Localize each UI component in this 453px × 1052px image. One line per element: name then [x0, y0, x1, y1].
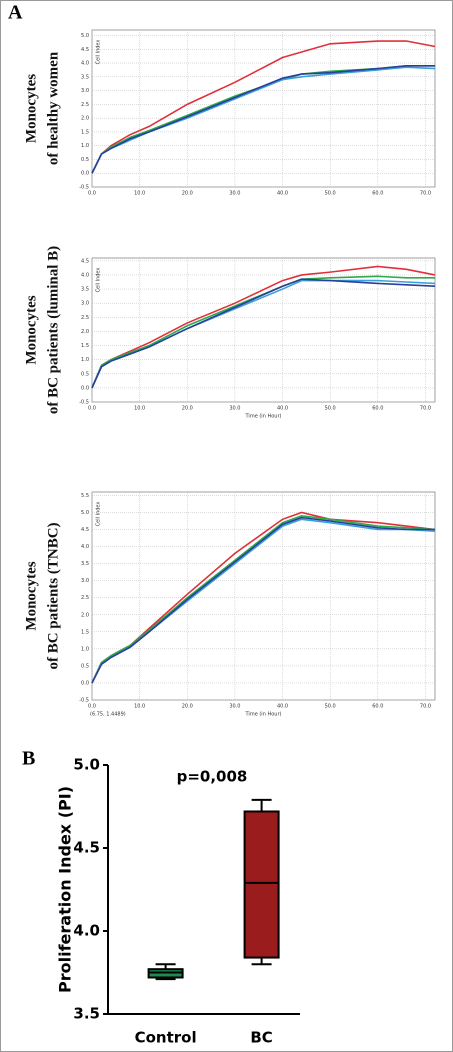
y-tick-label: 0.0 [81, 680, 89, 686]
y-tick-label: 4.5 [81, 47, 89, 53]
y-tick-label: 2.0 [81, 116, 89, 122]
x-tick-label: 0.0 [88, 406, 96, 412]
x-tick-label: 10.0 [134, 191, 145, 197]
y-tick-label: -0.5 [79, 400, 89, 406]
y-tick-label: 3.5 [81, 74, 89, 80]
y-tick-label: 5.0 [73, 756, 100, 774]
y-tick-label: 3.5 [81, 561, 89, 567]
y-tick-label: 2.0 [81, 329, 89, 335]
y-tick-label: 4.0 [73, 922, 100, 940]
x-tick-label: 20.0 [182, 191, 193, 197]
panel-label: A [8, 2, 23, 24]
x-axis-label: Time (in Hour) [245, 414, 282, 420]
y-axis-label: Cell Index [96, 502, 102, 527]
y-tick-label: 4.0 [81, 61, 89, 67]
x-tick-label: 60.0 [372, 406, 383, 412]
y-tick-label: 2.0 [81, 612, 89, 618]
x-tick-label: 70.0 [420, 191, 431, 197]
y-tick-label: 0.5 [81, 663, 89, 669]
x-tick-label: 70.0 [420, 406, 431, 412]
side-label: Monocytes [23, 74, 39, 143]
y-tick-label: 2.5 [81, 595, 89, 601]
x-tick-label: Control [135, 1029, 197, 1047]
x-tick-label: 0.0 [88, 704, 96, 710]
y-tick-label: 3.5 [81, 287, 89, 293]
x-tick-label: 20.0 [182, 406, 193, 412]
plot-area [91, 257, 436, 403]
y-tick-label: 3.5 [73, 1005, 100, 1023]
y-tick-label: 1.5 [81, 129, 89, 135]
x-tick-label: 10.0 [134, 406, 145, 412]
side-label: of BC patients (TNBC) [45, 522, 61, 669]
side-label: of BC patients (luminal B) [45, 246, 61, 414]
y-tick-label: 0.0 [81, 171, 89, 177]
x-tick-label: 60.0 [372, 704, 383, 710]
y-tick-label: 0.0 [81, 385, 89, 391]
series-line [91, 515, 436, 684]
x-tick-label: 50.0 [325, 191, 336, 197]
box [243, 810, 280, 959]
x-tick-label: 50.0 [325, 406, 336, 412]
plot-area [91, 29, 436, 188]
series-line [91, 278, 436, 389]
y-tick-label: 0.5 [81, 371, 89, 377]
series-line [91, 275, 435, 389]
x-tick-label: 40.0 [277, 406, 288, 412]
y-axis-label: Cell Index [96, 40, 102, 65]
y-tick-label: 4.0 [81, 544, 89, 550]
y-tick-label: 5.5 [81, 493, 89, 499]
y-tick-label: 4.5 [81, 258, 89, 264]
y-tick-label: 4.5 [81, 527, 89, 533]
x-tick-label: 40.0 [277, 191, 288, 197]
y-tick-label: 1.0 [81, 357, 89, 363]
y-tick-label: 1.0 [81, 143, 89, 149]
series-line [91, 516, 435, 684]
x-tick-label: 10.0 [134, 704, 145, 710]
y-tick-label: 3.0 [81, 578, 89, 584]
x-tick-label: 70.0 [420, 704, 431, 710]
y-axis-label: Cell Index [96, 268, 102, 293]
y-tick-label: 1.0 [81, 646, 89, 652]
annotation: (6.75, 1.4489) [90, 712, 126, 718]
y-tick-label: 2.5 [81, 315, 89, 321]
y-tick-label: -0.5 [79, 185, 89, 191]
annotation: p=0,008 [177, 768, 248, 786]
y-tick-label: 2.5 [81, 102, 89, 108]
side-label: Monocytes [23, 295, 39, 364]
series-line [91, 40, 436, 174]
panel-label: B [22, 748, 35, 770]
y-tick-label: 5.0 [81, 33, 89, 39]
x-tick-label: 0.0 [88, 191, 96, 197]
y-tick-label: 0.5 [81, 157, 89, 163]
y-tick-label: 5.0 [81, 510, 89, 516]
y-tick-label: 4.0 [81, 272, 89, 278]
side-label: Monocytes [23, 561, 39, 630]
y-tick-label: 3.0 [81, 301, 89, 307]
y-tick-label: 1.5 [81, 343, 89, 349]
y-tick-label: -0.5 [79, 698, 89, 704]
x-tick-label: 50.0 [325, 704, 336, 710]
y-axis-label: Proliferation Index (PI) [56, 786, 75, 993]
series-line [91, 65, 435, 174]
x-tick-label: 40.0 [277, 704, 288, 710]
side-label: of healthy women [45, 51, 61, 165]
y-tick-label: 3.0 [81, 88, 89, 94]
y-tick-label: 4.5 [73, 839, 100, 857]
y-tick-label: 1.5 [81, 629, 89, 635]
x-tick-label: 30.0 [229, 704, 240, 710]
x-axis-label: Time (in Hour) [245, 712, 282, 718]
x-tick-label: 60.0 [372, 191, 383, 197]
x-tick-label: BC [250, 1029, 272, 1047]
x-tick-label: 20.0 [182, 704, 193, 710]
x-tick-label: 30.0 [229, 406, 240, 412]
x-tick-label: 30.0 [229, 191, 240, 197]
